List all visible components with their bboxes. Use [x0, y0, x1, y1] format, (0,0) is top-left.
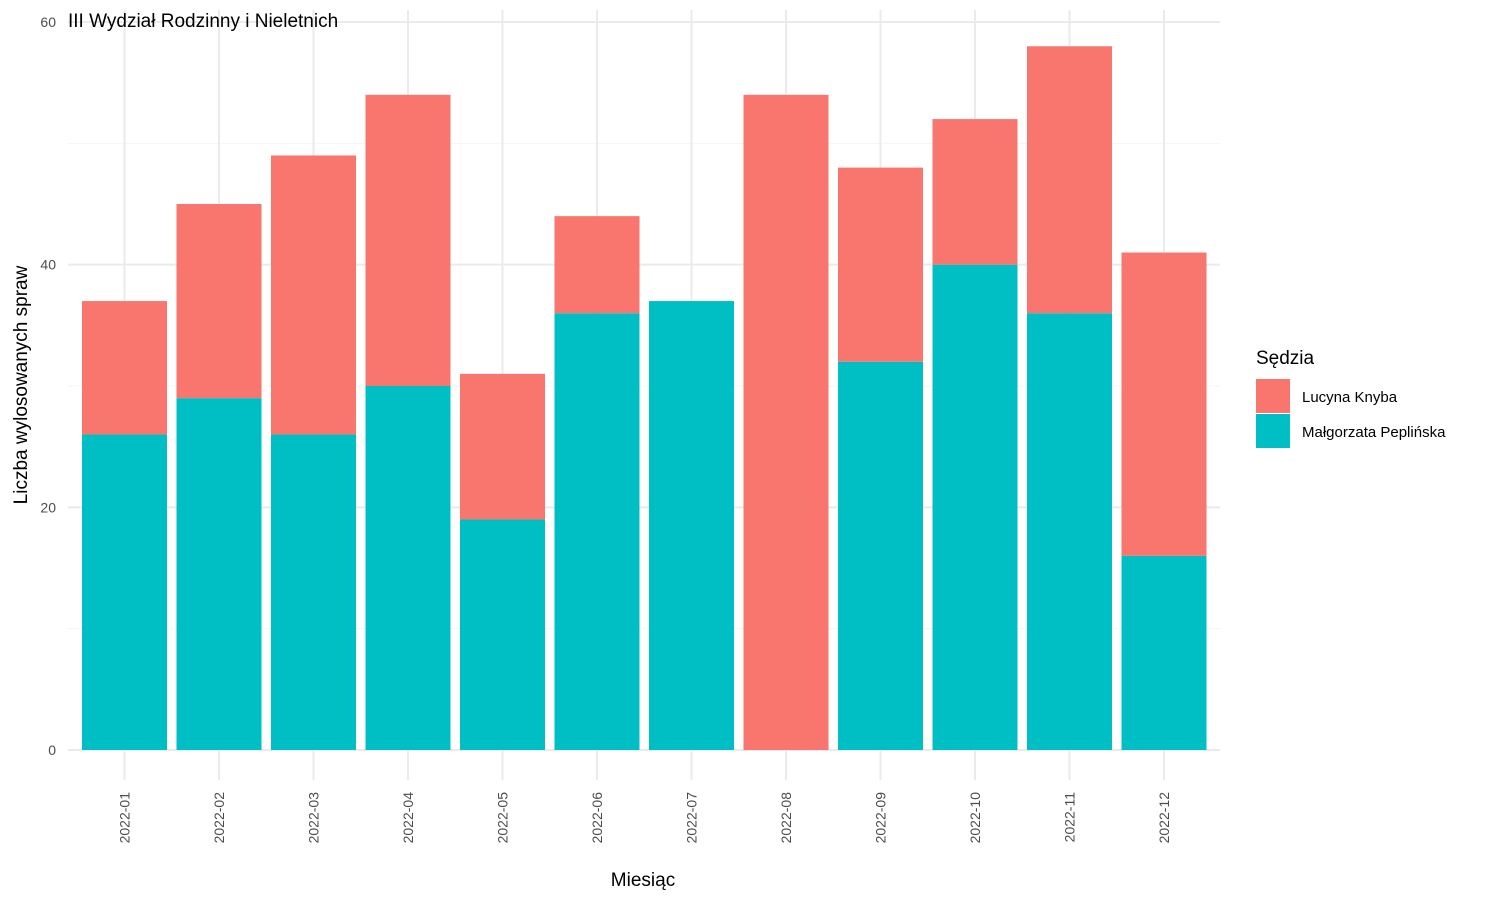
y-tick-label: 20	[40, 499, 56, 515]
bar-segment	[271, 155, 356, 435]
bar-segment	[1027, 313, 1112, 750]
bar-segment	[1027, 46, 1112, 314]
y-tick-label: 60	[40, 14, 56, 30]
bar-segment	[365, 386, 451, 750]
bar-segment	[460, 373, 545, 520]
bar-segment	[838, 167, 923, 362]
y-tick-label: 0	[48, 742, 56, 758]
legend: Sędzia Lucyna Knyba Małgorzata Peplińska	[1256, 348, 1446, 448]
bar-segment	[932, 264, 1018, 750]
x-tick-label: 2022-10	[967, 792, 983, 844]
x-axis-title: Miesiąc	[611, 870, 675, 891]
x-tick-label: 2022-06	[589, 792, 605, 844]
x-axis-ticks: 2022-01 2022-02 2022-03 2022-04 2022-05 2022-…	[117, 792, 1173, 844]
bar-segment	[82, 434, 167, 750]
bar-segment	[932, 119, 1018, 265]
x-tick-label: 2022-05	[495, 792, 511, 844]
bar-segment	[271, 434, 356, 750]
chart-title: III Wydział Rodzinny i Nieletnich	[68, 11, 338, 32]
legend-swatch	[1256, 379, 1290, 413]
x-tick-label: 2022-04	[400, 792, 416, 844]
bar-segment	[1121, 555, 1207, 750]
bar-segment	[554, 313, 640, 750]
bar-segment	[176, 204, 262, 399]
legend-label: Lucyna Knyba	[1302, 389, 1398, 406]
bar-segment	[649, 301, 734, 750]
x-tick-label: 2022-11	[1062, 792, 1078, 843]
x-tick-label: 2022-09	[873, 792, 889, 844]
x-tick-label: 2022-07	[684, 792, 700, 844]
legend-label: Małgorzata Peplińska	[1302, 424, 1446, 441]
bar-segment	[365, 94, 451, 387]
x-tick-label: 2022-01	[117, 792, 133, 844]
x-tick-label: 2022-03	[306, 792, 322, 844]
legend-title: Sędzia	[1256, 348, 1315, 369]
bar-segment	[554, 216, 640, 314]
bar-segment	[743, 94, 829, 751]
y-tick-label: 40	[40, 257, 56, 273]
x-tick-label: 2022-12	[1156, 792, 1172, 844]
y-axis-ticks: 0 20 40 60	[40, 14, 56, 758]
bar-segment	[1121, 252, 1207, 556]
y-axis-title: Liczba wylosowanych spraw	[11, 265, 32, 504]
bar-segment	[176, 398, 262, 750]
x-tick-label: 2022-08	[778, 792, 794, 844]
bar-segment	[82, 301, 167, 435]
bars	[82, 46, 1207, 751]
bar-segment	[838, 361, 923, 750]
legend-swatch	[1256, 414, 1290, 448]
bar-segment	[460, 519, 545, 750]
x-tick-label: 2022-02	[211, 792, 227, 844]
